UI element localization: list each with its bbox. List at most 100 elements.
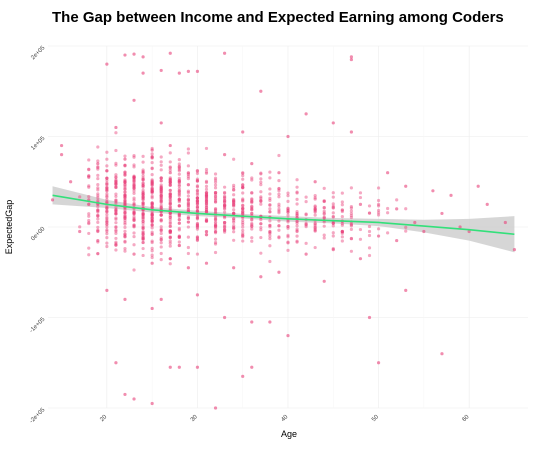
data-point	[159, 68, 163, 73]
data-point	[367, 315, 372, 320]
data-point	[159, 199, 163, 203]
data-point	[241, 228, 245, 233]
data-point	[186, 201, 190, 206]
data-point	[114, 225, 118, 229]
data-point	[286, 213, 290, 217]
data-point	[268, 223, 272, 227]
data-point	[213, 216, 218, 220]
data-point	[123, 213, 127, 217]
data-point	[150, 181, 154, 186]
data-point	[168, 257, 172, 261]
data-point	[114, 361, 118, 365]
data-point	[213, 237, 218, 241]
data-point	[268, 236, 272, 241]
data-point	[123, 172, 127, 176]
data-point	[150, 219, 154, 223]
data-point	[168, 191, 172, 196]
data-point	[114, 228, 118, 232]
data-point	[123, 232, 127, 236]
data-point	[331, 195, 335, 199]
data-point	[132, 268, 136, 272]
data-point	[141, 170, 145, 174]
data-point	[358, 227, 363, 232]
data-point	[223, 206, 227, 210]
data-point	[186, 216, 190, 220]
data-point	[376, 208, 381, 213]
data-point	[223, 204, 227, 208]
data-point	[286, 220, 290, 224]
data-point	[141, 229, 145, 234]
data-point	[186, 208, 190, 212]
data-point	[223, 225, 227, 229]
data-point	[358, 257, 363, 261]
data-point	[150, 148, 154, 152]
data-point	[96, 217, 100, 221]
data-point	[132, 174, 136, 178]
data-point	[87, 253, 91, 257]
data-point	[150, 155, 154, 159]
data-point	[132, 211, 136, 215]
data-point	[177, 172, 181, 176]
data-point	[123, 203, 127, 207]
data-point	[105, 241, 109, 245]
data-point	[195, 205, 200, 209]
data-point	[96, 229, 100, 234]
data-point	[259, 222, 263, 226]
data-point	[150, 181, 154, 185]
data-point	[223, 223, 227, 227]
data-point	[313, 209, 317, 213]
data-point	[376, 186, 381, 190]
data-point	[241, 185, 245, 189]
data-point	[204, 193, 209, 197]
data-point	[241, 177, 245, 181]
data-point	[105, 195, 109, 199]
data-point	[340, 239, 344, 243]
data-point	[105, 185, 109, 189]
data-point	[295, 221, 299, 225]
data-point	[241, 212, 245, 216]
data-point	[204, 219, 209, 223]
data-point	[177, 162, 181, 166]
data-point	[404, 225, 408, 229]
data-point	[177, 191, 181, 195]
data-point	[141, 191, 145, 196]
data-point	[168, 257, 172, 261]
data-point	[159, 185, 163, 189]
data-point	[204, 194, 209, 198]
data-point	[268, 187, 272, 191]
data-point	[268, 259, 272, 264]
data-point	[195, 179, 200, 183]
data-point	[159, 121, 163, 125]
data-point	[195, 193, 200, 197]
data-point	[213, 178, 218, 182]
data-point	[159, 258, 163, 262]
data-point	[87, 195, 91, 199]
data-point	[96, 145, 100, 149]
data-point	[177, 178, 181, 183]
data-point	[168, 241, 172, 245]
data-point	[250, 205, 254, 209]
data-point	[177, 218, 181, 222]
data-point	[259, 196, 263, 200]
data-point	[159, 194, 163, 198]
data-point	[168, 211, 172, 215]
data-point	[367, 229, 372, 234]
data-point	[503, 220, 507, 225]
data-point	[186, 207, 190, 211]
data-point	[367, 204, 372, 208]
data-point	[123, 185, 127, 189]
data-point	[123, 178, 127, 182]
data-point	[177, 181, 181, 185]
data-point	[232, 217, 236, 221]
data-point	[132, 211, 136, 215]
data-point	[132, 191, 136, 195]
data-point	[177, 243, 181, 248]
data-point	[150, 205, 154, 209]
data-point	[105, 204, 109, 208]
data-point	[223, 200, 227, 204]
data-point	[186, 216, 190, 221]
data-point	[150, 191, 154, 195]
data-point	[277, 186, 281, 191]
data-point	[150, 186, 154, 190]
